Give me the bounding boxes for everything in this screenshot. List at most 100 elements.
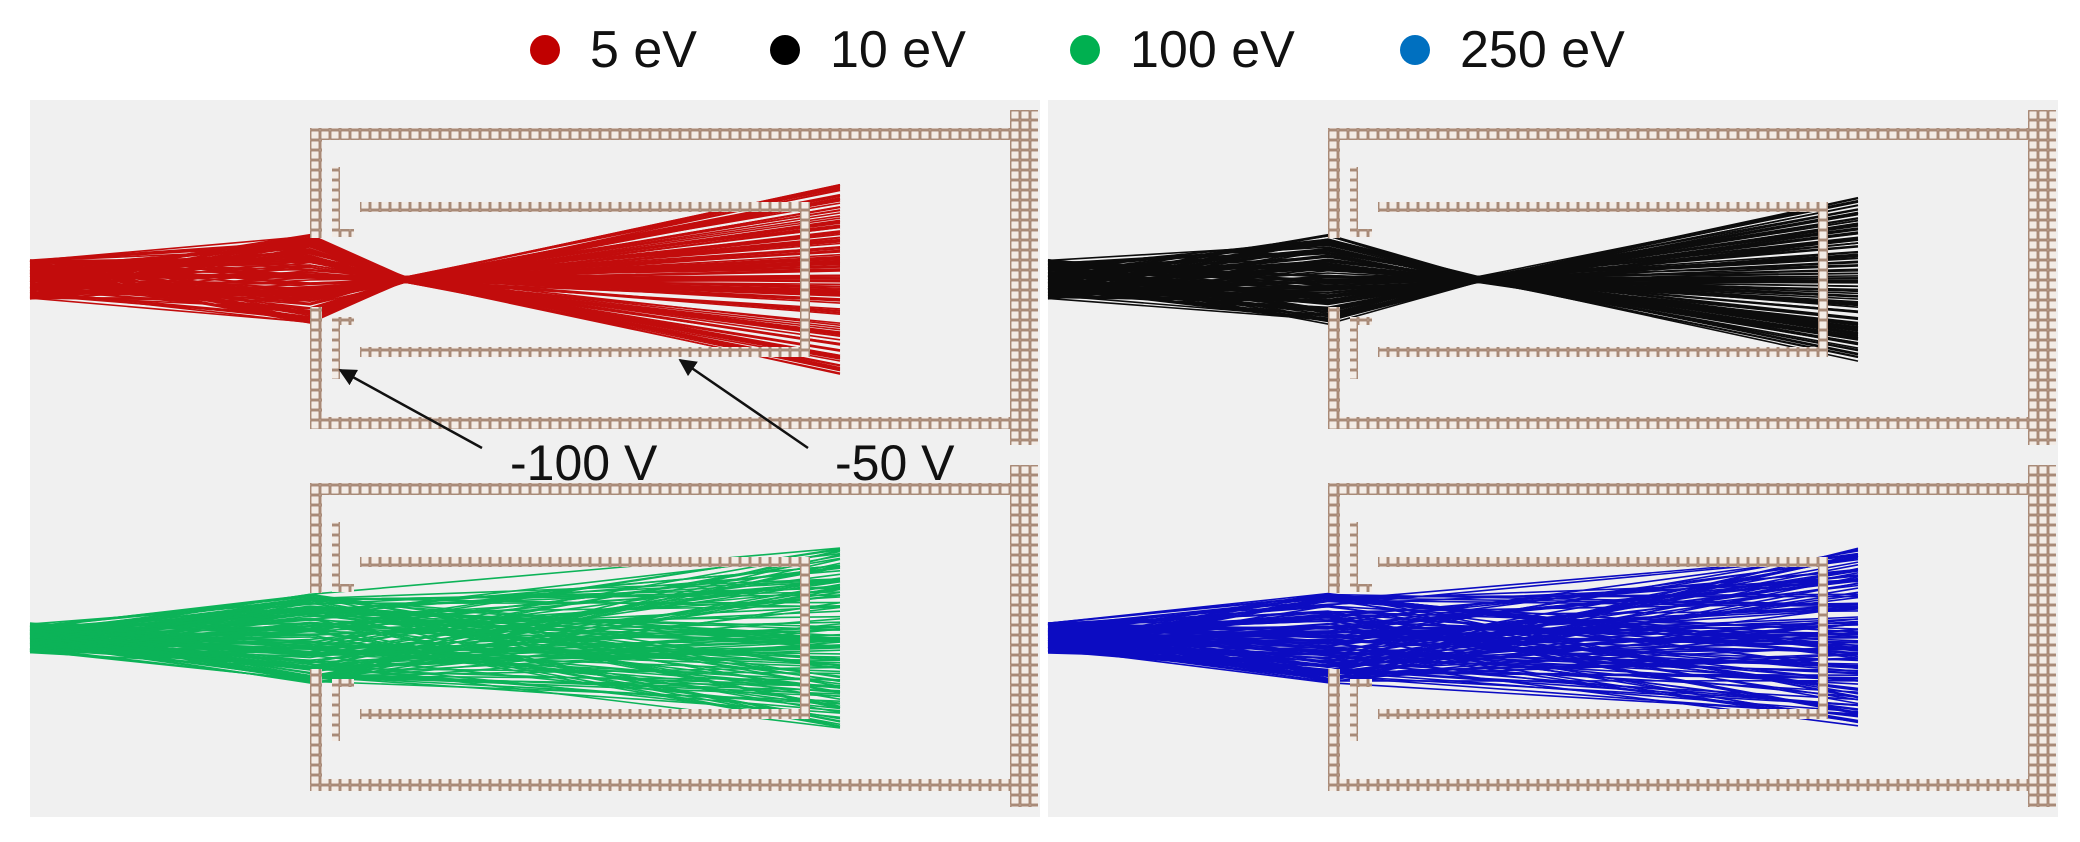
arrow-inner-electrode (338, 368, 483, 450)
beam-trajectories (1047, 196, 1859, 362)
small-electrode-lower (1350, 317, 1358, 379)
trajectory-line (29, 636, 841, 710)
trajectory-line (1047, 610, 1859, 642)
small-electrode-lower (1350, 679, 1358, 741)
trajectory-line (1047, 233, 1859, 346)
label-outer-electrode-voltage: -50 V (835, 435, 955, 491)
outer-housing-end (2028, 110, 2056, 445)
inner-cylinder-top (1378, 557, 1828, 567)
entrance-wall-lower (310, 307, 322, 429)
trajectory-line (29, 280, 841, 374)
beam-trajectories (1047, 547, 1859, 727)
small-electrode-lower (332, 679, 340, 741)
trajectory-line (1047, 597, 1859, 698)
outer-housing-bottom (310, 417, 1020, 429)
small-electrode-lower-foot (332, 317, 354, 325)
inner-cylinder-end (1818, 557, 1828, 719)
trajectory-line (29, 272, 841, 296)
outer-housing-end (2028, 465, 2056, 807)
trajectory-line (29, 239, 841, 298)
trajectory-line (1047, 266, 1859, 328)
trajectory-line (1047, 608, 1859, 646)
electrode-structure (1328, 110, 2056, 445)
legend-dot-black (770, 35, 800, 65)
trajectory-line (29, 264, 841, 312)
legend-item-5ev: 5 eV (530, 20, 697, 80)
legend-dot-red (530, 35, 560, 65)
small-electrode-upper-foot (332, 584, 354, 592)
outer-housing-bottom (1328, 779, 2038, 791)
legend-dot-green (1070, 35, 1100, 65)
annotation-inner-electrode: -100 V (338, 368, 658, 491)
panel-250-ev (1047, 455, 2058, 817)
trajectory-line (1047, 265, 1859, 289)
label-inner-electrode-voltage: -100 V (510, 435, 658, 491)
trajectory-line (1047, 228, 1859, 321)
outer-housing-bottom (1328, 417, 2038, 429)
beam-trajectories (29, 183, 841, 375)
entrance-wall-lower (310, 669, 322, 791)
inner-cylinder-bottom (360, 347, 810, 357)
trajectory-line (1047, 273, 1859, 340)
trajectory-line (29, 240, 841, 297)
inner-cylinder-end (800, 202, 810, 357)
trajectory-line (29, 591, 841, 662)
trajectory-line (29, 259, 841, 336)
trajectory-line (1047, 237, 1859, 302)
trajectory-line (1047, 616, 1859, 646)
inner-cylinder-end (800, 557, 810, 719)
panel-5-ev (29, 100, 1040, 455)
trajectory-line (1047, 260, 1859, 292)
panel-100-ev (29, 455, 1040, 817)
small-electrode-upper-foot (332, 229, 354, 237)
legend-item-250ev: 250 eV (1400, 20, 1625, 80)
legend-label: 250 eV (1460, 21, 1625, 79)
small-electrode-lower-foot (1350, 679, 1372, 687)
small-electrode-upper (1350, 167, 1358, 237)
entrance-wall-upper (1328, 483, 1340, 593)
inner-cylinder-bottom (360, 709, 810, 719)
small-electrode-lower (332, 317, 340, 379)
trajectory-line (1047, 260, 1859, 320)
legend-dot-blue (1400, 35, 1430, 65)
trajectory-line (29, 622, 841, 649)
small-electrode-upper (332, 522, 340, 592)
inner-cylinder-bottom (1378, 709, 1828, 719)
trajectory-line (29, 580, 841, 640)
inner-cylinder-top (360, 202, 810, 212)
small-electrode-upper (332, 167, 340, 237)
legend: 5 eV 10 eV 100 eV 250 eV (0, 0, 2080, 100)
legend-item-100ev: 100 eV (1070, 20, 1295, 80)
trajectory-line (29, 618, 841, 723)
trajectory-line (1047, 623, 1859, 665)
inner-cylinder-top (1378, 202, 1828, 212)
outer-housing-top (1328, 128, 2038, 140)
outer-housing-bottom (310, 779, 1020, 791)
arrow-outer-electrode (678, 358, 809, 450)
electrode-structure (1328, 465, 2056, 807)
trajectory-line (29, 646, 841, 729)
entrance-wall-upper (310, 483, 322, 593)
trajectory-line (1047, 596, 1859, 663)
outer-housing-top (310, 483, 1020, 495)
small-electrode-lower-foot (332, 679, 354, 687)
legend-label: 5 eV (590, 21, 697, 79)
trajectory-line (29, 217, 841, 323)
electrode-structure (310, 465, 1038, 807)
entrance-wall-lower (1328, 669, 1340, 791)
trajectory-line (29, 281, 841, 362)
trajectory-line (29, 270, 841, 291)
inner-cylinder-bottom (1378, 347, 1828, 357)
trajectory-line (29, 564, 841, 646)
outer-housing-top (310, 128, 1020, 140)
annotation-outer-electrode: -50 V (678, 358, 955, 491)
panel-10-ev (1047, 100, 2058, 455)
trajectory-line (1047, 554, 1859, 633)
inner-cylinder-end (1818, 202, 1828, 357)
trajectory-line (29, 599, 841, 710)
trajectory-line (1047, 575, 1859, 630)
trajectory-line (29, 581, 841, 659)
entrance-wall-upper (310, 128, 322, 238)
trajectory-line (1047, 651, 1859, 667)
